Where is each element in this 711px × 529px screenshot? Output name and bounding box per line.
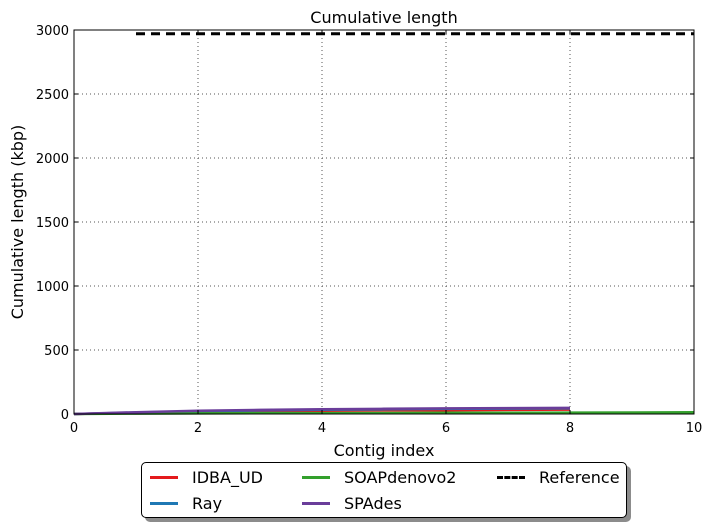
x-axis-label: Contig index: [334, 441, 435, 460]
y-tick-label: 500: [44, 344, 69, 359]
x-tick-label: 2: [194, 421, 202, 436]
legend-swatch-spades: [302, 501, 330, 505]
chart-title: Cumulative length: [310, 8, 457, 27]
legend-item-ray: Ray: [150, 491, 222, 515]
y-tick-label: 2500: [36, 88, 69, 103]
legend-label-soapdenovo2: SOAPdenovo2: [344, 467, 457, 487]
legend-label-idba-ud: IDBA_UD: [192, 467, 263, 487]
legend-swatch-idba-ud: [150, 475, 178, 479]
x-tick-label: 0: [70, 421, 78, 436]
series-line-soapdenovo2: [73, 411, 695, 416]
legend-label-reference: Reference: [539, 467, 620, 487]
series-group: [73, 32, 695, 416]
legend-item-idba-ud: IDBA_UD: [150, 465, 263, 489]
x-tick-label: 4: [318, 421, 326, 436]
grid: [74, 30, 694, 414]
legend-item-soapdenovo2: SOAPdenovo2: [302, 465, 456, 489]
legend-item-spades: SPAdes: [302, 491, 402, 515]
y-tick-label: 1500: [36, 216, 69, 231]
legend-swatch-ray: [150, 501, 178, 505]
y-tick-label: 2000: [36, 152, 69, 167]
legend-label-spades: SPAdes: [344, 493, 402, 513]
x-tick-label: 10: [686, 421, 703, 436]
y-tick-label: 0: [61, 408, 69, 423]
y-tick-label: 1000: [36, 280, 69, 295]
y-tick-label: 3000: [36, 24, 69, 39]
legend-label-ray: Ray: [192, 493, 223, 513]
legend-item-reference: Reference: [497, 465, 620, 489]
legend-swatch-reference: [497, 475, 525, 479]
x-tick-label: 8: [566, 421, 574, 436]
legend-swatch-soapdenovo2: [302, 475, 330, 479]
series-line-spades: [73, 406, 571, 416]
y-axis-label: Cumulative length (kbp): [8, 125, 27, 320]
x-tick-label: 6: [442, 421, 450, 436]
axis-ticks: 0 2 4 6 8 10 0 500 1000 1500 2000 2500 3000: [36, 24, 702, 436]
legend: IDBA_UD Ray SOAPdenovo2 SPAdes Reference: [141, 462, 627, 518]
